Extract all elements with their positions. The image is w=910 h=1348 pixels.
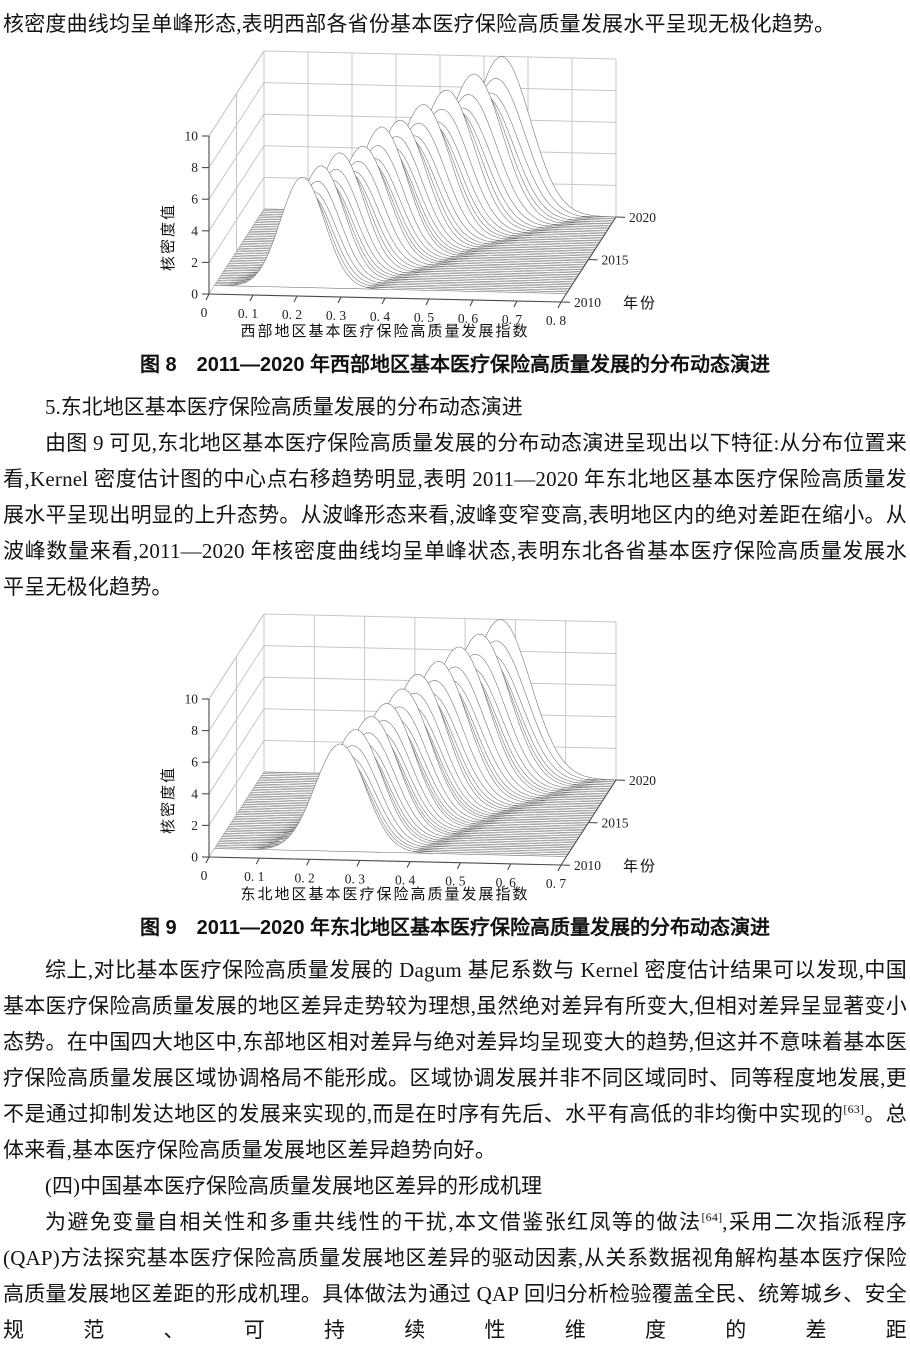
svg-text:10: 10 [185, 692, 199, 707]
svg-text:4: 4 [191, 223, 198, 238]
svg-text:2020: 2020 [629, 773, 656, 788]
svg-text:0. 3: 0. 3 [345, 871, 366, 886]
svg-text:6: 6 [191, 755, 198, 770]
svg-text:0. 2: 0. 2 [294, 870, 314, 885]
svg-text:2015: 2015 [602, 816, 629, 831]
x-axis-label: 西部地区基本医疗保险高质量发展指数 [240, 323, 529, 338]
citation-64: [64] [701, 1210, 722, 1224]
svg-text:0. 1: 0. 1 [238, 306, 258, 321]
svg-text:0. 1: 0. 1 [244, 869, 264, 884]
summary-text-pre: 综上,对比基本医疗保险高质量发展的 Dagum 基尼系数与 Kernel 密度估… [3, 958, 907, 1126]
svg-text:2020: 2020 [629, 210, 656, 225]
svg-text:6: 6 [191, 192, 198, 207]
section-4-heading: (四)中国基本医疗保险高质量发展地区差异的形成机理 [3, 1168, 907, 1204]
svg-text:2: 2 [191, 255, 198, 270]
svg-text:10: 10 [185, 129, 199, 144]
svg-text:0: 0 [201, 305, 208, 320]
citation-63: [63] [843, 1102, 864, 1116]
year-axis-label: 年份 [623, 858, 657, 875]
svg-text:4: 4 [191, 786, 198, 801]
svg-text:0. 8: 0. 8 [546, 313, 567, 328]
paragraph-summary: 综上,对比基本医疗保险高质量发展的 Dagum 基尼系数与 Kernel 密度估… [3, 952, 907, 1168]
svg-text:2015: 2015 [602, 253, 629, 268]
svg-text:2: 2 [191, 818, 198, 833]
year-axis-label: 年份 [623, 295, 657, 312]
svg-text:0: 0 [191, 850, 198, 865]
figure-8-caption: 图 8 2011—2020 年西部地区基本医疗保险高质量发展的分布动态演进 [3, 347, 907, 383]
svg-text:0. 2: 0. 2 [282, 307, 302, 322]
top-paragraph: 核密度曲线均呈单峰形态,表明西部各省份基本医疗保险高质量发展水平呈现无极化趋势。 [3, 6, 907, 42]
svg-text:2010: 2010 [574, 858, 601, 873]
section-5-heading: 5.东北地区基本医疗保险高质量发展的分布动态演进 [3, 389, 907, 425]
surface-mesh [215, 57, 617, 294]
svg-text:0. 4: 0. 4 [395, 873, 416, 888]
svg-text:0. 4: 0. 4 [370, 309, 391, 324]
svg-text:2010: 2010 [574, 295, 601, 310]
svg-text:0: 0 [191, 287, 198, 302]
svg-text:8: 8 [191, 160, 198, 175]
svg-text:0. 3: 0. 3 [326, 308, 347, 323]
z-axis-label: 核密度值 [160, 203, 177, 271]
paragraph-northeast: 由图 9 可见,东北地区基本医疗保险高质量发展的分布动态演进呈现出以下特征:从分… [3, 425, 907, 605]
x-axis-label: 东北地区基本医疗保险高质量发展指数 [240, 886, 529, 901]
z-axis-label: 核密度值 [160, 766, 177, 834]
qap-text-pre: 为避免变量自相关性和多重共线性的干扰,本文借鉴张红凤等的做法 [45, 1210, 701, 1234]
figure-9-caption: 图 9 2011—2020 年东北地区基本医疗保险高质量发展的分布动态演进 [3, 910, 907, 946]
paragraph-qap: 为避免变量自相关性和多重共线性的干扰,本文借鉴张红凤等的做法[64],采用二次指… [3, 1204, 907, 1348]
svg-text:0. 5: 0. 5 [414, 310, 435, 325]
svg-text:0: 0 [201, 868, 208, 883]
svg-text:8: 8 [191, 723, 198, 738]
svg-text:0. 7: 0. 7 [546, 876, 567, 891]
